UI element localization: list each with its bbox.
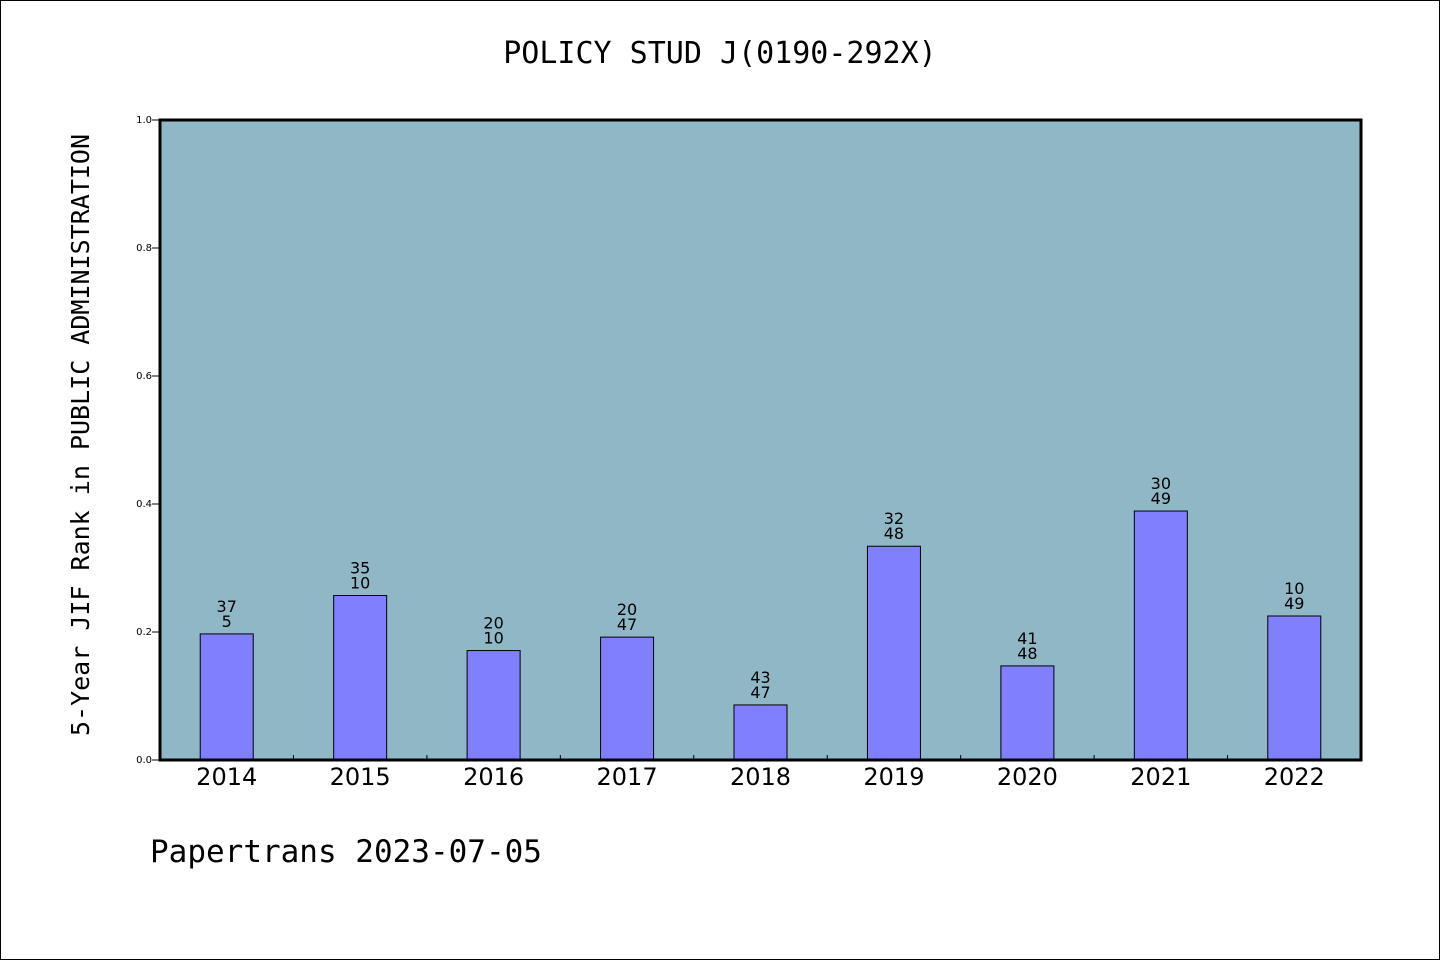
x-tick-label: 2020	[997, 763, 1058, 791]
data-label-top: 43	[750, 668, 770, 687]
bars-group	[199, 510, 1322, 761]
y-tick-label: 1.0	[136, 115, 152, 126]
y-tick-label: 0.4	[136, 499, 152, 510]
x-tick-label: 2022	[1264, 763, 1325, 791]
x-tick-label: 2017	[597, 763, 658, 791]
data-label-bottom: 49	[1284, 594, 1304, 613]
x-tick-label: 2014	[196, 763, 257, 791]
bar-2014	[199, 633, 254, 761]
bar-2018	[733, 704, 788, 761]
data-label-bottom: 10	[350, 574, 370, 593]
data-label-bottom: 47	[750, 683, 770, 702]
y-tick-label: 0.2	[136, 627, 152, 638]
data-label-top: 20	[483, 614, 503, 633]
data-label-bottom: 48	[884, 524, 904, 543]
bar-2021	[1133, 510, 1188, 761]
data-label-bottom: 48	[1017, 644, 1037, 663]
data-label-top: 37	[217, 597, 237, 616]
x-axis-ticks: 2014 2015 2016 2017 2018 2019 2020 2021 2022	[196, 755, 1325, 791]
data-label-top: 41	[1017, 629, 1037, 648]
data-label-top: 35	[350, 559, 370, 578]
y-tick-label: 0.8	[136, 243, 152, 254]
plot-border	[158, 118, 1363, 762]
data-label-top: 10	[1284, 579, 1304, 598]
data-label-top: 20	[617, 600, 637, 619]
data-label-top: 32	[884, 509, 904, 528]
data-label-bottom: 10	[483, 629, 503, 648]
data-label-top: 30	[1151, 474, 1171, 493]
bar-2015	[333, 595, 388, 761]
data-label-bottom: 49	[1151, 489, 1171, 508]
x-tick-label: 2015	[330, 763, 391, 791]
x-tick-label: 2019	[863, 763, 924, 791]
bar-2020	[1000, 665, 1055, 761]
y-tick-label: 0.6	[136, 371, 152, 382]
data-label-bottom: 5	[222, 612, 232, 631]
y-axis-label: 5-Year JIF Rank in PUBLIC ADMINISTRATION	[66, 134, 95, 736]
x-tick-label: 2016	[463, 763, 524, 791]
y-axis-ticks: 0.0 0.2 0.4 0.6 0.8 1.0	[136, 115, 160, 766]
y-tick-label: 0.0	[136, 755, 152, 766]
bar-2019	[866, 545, 921, 761]
chart-title: POLICY STUD J(0190-292X)	[503, 36, 937, 71]
x-tick-label: 2018	[730, 763, 791, 791]
bar-2016	[466, 650, 521, 761]
bar-2017	[600, 636, 655, 761]
bar-2022	[1267, 615, 1322, 761]
x-tick-label: 2021	[1130, 763, 1191, 791]
footer-credit: Papertrans 2023-07-05	[150, 834, 542, 870]
data-label-bottom: 47	[617, 615, 637, 634]
